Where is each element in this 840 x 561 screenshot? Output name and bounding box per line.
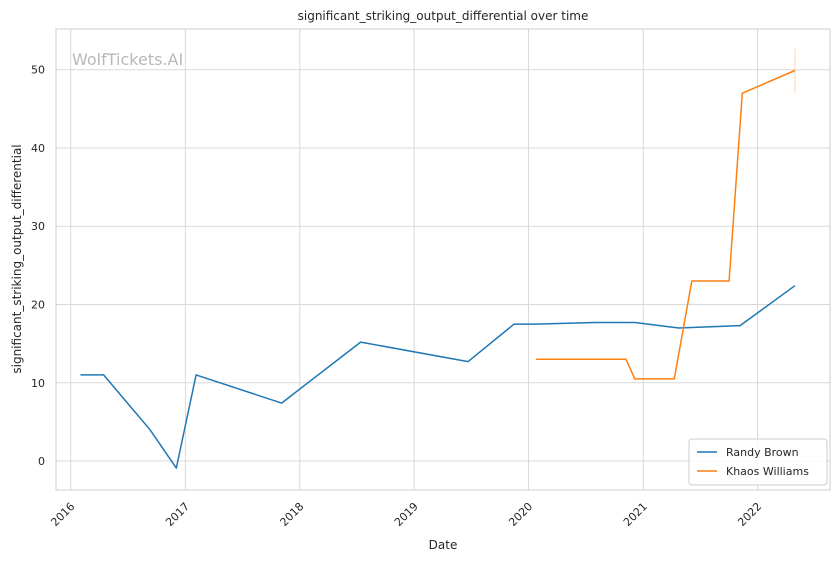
legend-label-khaos-williams: Khaos Williams xyxy=(726,465,809,478)
legend-box xyxy=(688,438,828,486)
y-axis-label: significant_striking_output_differential xyxy=(10,144,24,373)
legend: Randy Brown Khaos Williams xyxy=(688,438,828,486)
chart-title: significant_striking_output_differential… xyxy=(298,9,589,23)
y-tick-labels: 0 10 20 30 40 50 xyxy=(31,64,45,468)
y-tick-label-20: 20 xyxy=(31,299,45,312)
plot-frame xyxy=(55,28,831,491)
y-tick-label-10: 10 xyxy=(31,377,45,390)
y-tick-label-0: 0 xyxy=(38,455,45,468)
series-line-0 xyxy=(80,285,796,469)
legend-label-randy-brown: Randy Brown xyxy=(726,446,799,459)
y-tick-label-50: 50 xyxy=(31,64,45,77)
grid-lines xyxy=(56,29,830,490)
x-axis-label: Date xyxy=(429,538,458,552)
plot-area xyxy=(55,28,831,491)
y-tick-label-30: 30 xyxy=(31,220,45,233)
plot-background xyxy=(56,29,830,490)
series-line-1 xyxy=(536,69,796,380)
watermark: WolfTickets.AI xyxy=(72,50,183,69)
series-lines xyxy=(80,48,796,469)
y-tick-label-40: 40 xyxy=(31,142,45,155)
